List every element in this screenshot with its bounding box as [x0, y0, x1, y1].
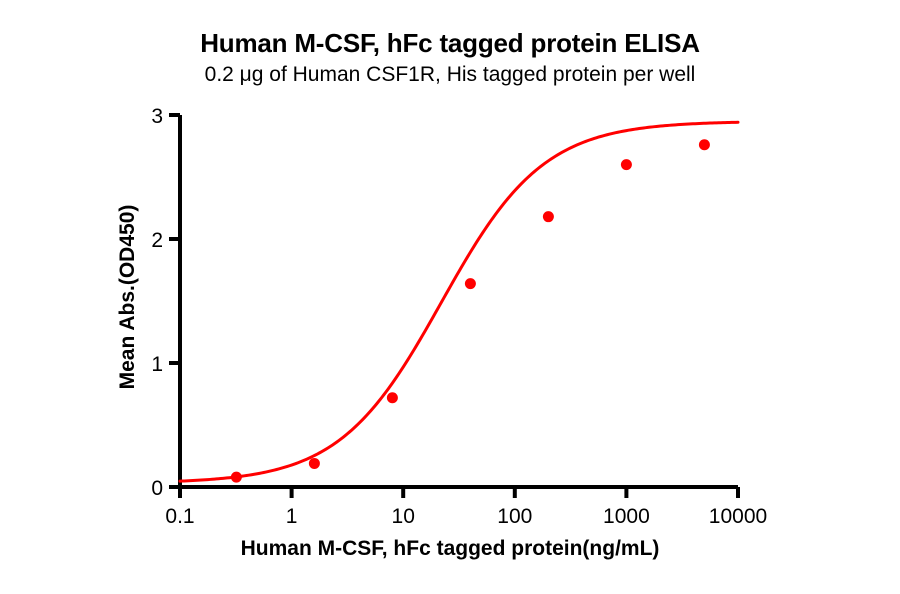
fit-curve: [178, 120, 740, 483]
y-tick-label: 3: [151, 105, 163, 128]
data-point: [698, 139, 710, 151]
x-axis: 0.1 1 10 100 1000 10000: [165, 485, 767, 528]
x-tick-label: 0.1: [165, 505, 194, 528]
data-point: [620, 159, 632, 171]
y-axis: 0 1 2 3: [151, 105, 182, 500]
y-tick-label: 0: [151, 477, 163, 500]
x-tick-label: 100: [497, 505, 532, 528]
data-point: [230, 471, 242, 483]
x-tick-label: 1: [286, 505, 298, 528]
y-tick-label: 1: [151, 353, 163, 376]
data-point: [386, 392, 398, 404]
data-point: [542, 211, 554, 223]
x-axis-label: Human M-CSF, hFc tagged protein(ng/mL): [240, 537, 660, 560]
x-tick-label: 1000: [603, 505, 650, 528]
y-tick-label: 2: [151, 229, 163, 252]
chart-title: Human M-CSF, hFc tagged protein ELISA: [200, 28, 700, 58]
chart-subtitle: 0.2 μg of Human CSF1R, His tagged protei…: [204, 63, 696, 86]
data-point: [308, 457, 320, 469]
x-tick-label: 10000: [709, 505, 767, 528]
x-tick-label: 10: [392, 505, 415, 528]
data-point: [464, 278, 476, 290]
x-tick-group: 0.1 1 10 100 1000 10000: [165, 487, 767, 528]
data-point-group: [230, 139, 710, 483]
y-tick-group: 0 1 2 3: [151, 105, 180, 500]
